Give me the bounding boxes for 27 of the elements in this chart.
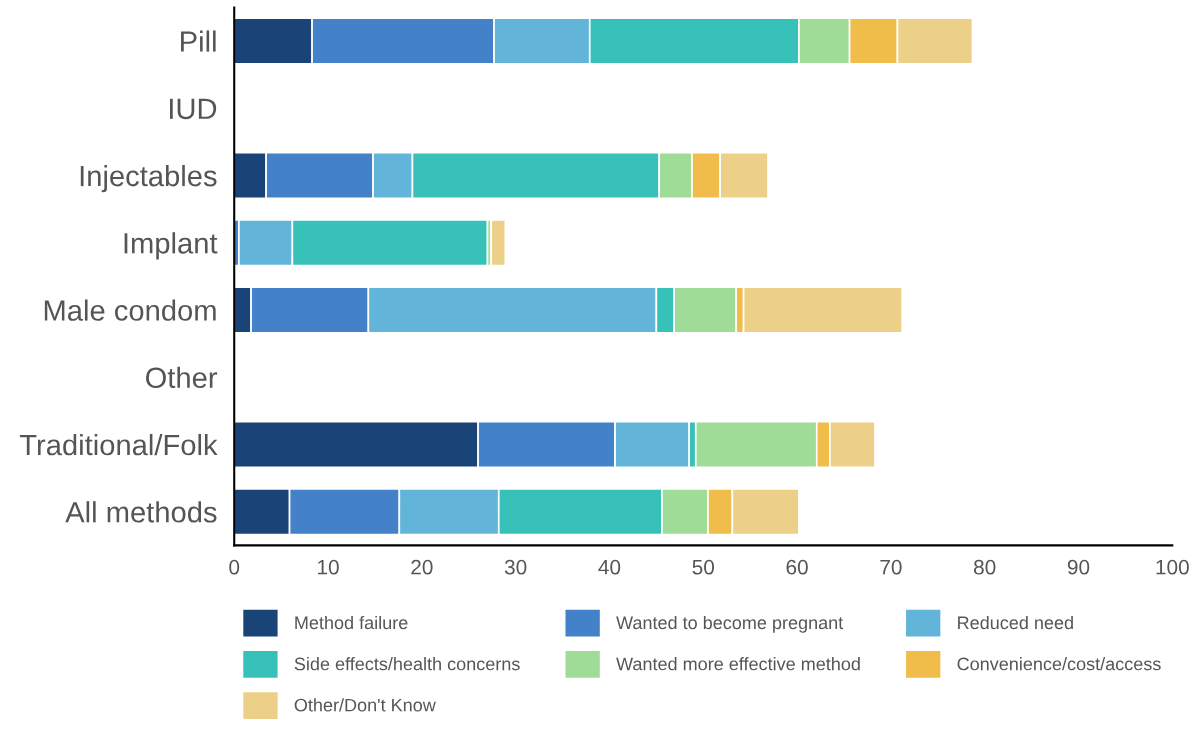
x-tick-label: 10 [318, 559, 339, 575]
y-tick-label: All methods [65, 501, 217, 523]
x-tick-label: 60 [786, 559, 808, 575]
y-tick-label: IUD [170, 98, 217, 120]
y-tick-label: Implant [124, 232, 218, 260]
x-tick-label: 20 [411, 559, 433, 575]
legend-label: Method failure [295, 615, 408, 630]
legend-label: Wanted to become pregnant [616, 615, 844, 633]
y-tick-label: Male condom [44, 299, 216, 321]
legend-label: Wanted more effective method [616, 657, 860, 671]
x-tick-label: 30 [504, 559, 527, 575]
legend-label: Other/Don't Know [294, 698, 436, 712]
legend-label: Side effects/health concerns [294, 657, 520, 671]
x-tick-label: 40 [598, 559, 621, 575]
y-tick-label: Injectables [80, 164, 217, 193]
x-tick-label: 90 [1067, 559, 1090, 575]
x-tick-label: 100 [1156, 559, 1189, 575]
y-tick-label: Traditional/Folk [19, 433, 218, 456]
legend-label: Convenience/cost/access [957, 657, 1161, 671]
y-tick-label: Pill [181, 30, 216, 52]
y-tick-label: Other [145, 366, 218, 389]
x-tick-label: 70 [880, 559, 902, 575]
bar [490, 219, 507, 267]
x-tick-label: 50 [692, 559, 715, 575]
x-tick-label: 0 [229, 559, 240, 575]
legend-label: Reduced need [958, 615, 1073, 630]
x-tick-label: 80 [974, 559, 996, 575]
